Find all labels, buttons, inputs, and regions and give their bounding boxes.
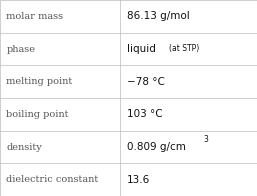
Text: 86.13 g/mol: 86.13 g/mol xyxy=(127,11,190,21)
Text: molar mass: molar mass xyxy=(6,12,63,21)
Text: 0.809 g/cm: 0.809 g/cm xyxy=(127,142,186,152)
Text: density: density xyxy=(6,142,42,152)
Text: boiling point: boiling point xyxy=(6,110,69,119)
Text: melting point: melting point xyxy=(6,77,73,86)
Text: 3: 3 xyxy=(203,135,208,144)
Text: dielectric constant: dielectric constant xyxy=(6,175,99,184)
Text: 13.6: 13.6 xyxy=(127,175,150,185)
Text: phase: phase xyxy=(6,44,35,54)
Text: 103 °C: 103 °C xyxy=(127,109,163,119)
Text: liquid: liquid xyxy=(127,44,159,54)
Text: (at STP): (at STP) xyxy=(169,44,199,54)
Text: −78 °C: −78 °C xyxy=(127,77,165,87)
